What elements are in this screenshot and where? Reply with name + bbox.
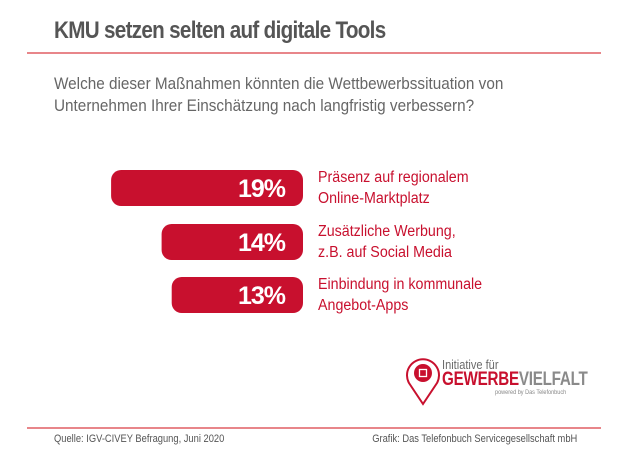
bar-value-label-1: 19%: [238, 175, 286, 203]
logo-initiative-text: Initiative für: [442, 357, 499, 372]
bar-1: [111, 170, 303, 206]
bar-2: [161, 224, 303, 260]
category-label-line: Angebot-Apps: [318, 297, 409, 314]
footer-credit: Grafik: Das Telefonbuch Servicegesellsch…: [371, 433, 577, 445]
category-label-line: Zusätzliche Werbung,: [318, 223, 456, 240]
bar-3: [171, 277, 303, 313]
logo-brand-part2: VIELFALT: [518, 369, 588, 390]
footer-source: Quelle: IGV-CIVEY Befragung, Juni 2020: [54, 433, 225, 445]
category-label-2: Zusätzliche Werbung, z.B. auf Social Medi…: [318, 221, 456, 263]
survey-question: Welche dieser Maßnahmen könnten die Wett…: [54, 73, 503, 117]
question-line-2: Unternehmen Ihrer Einschätzung nach lang…: [54, 96, 475, 115]
category-label-3: Einbindung in kommunale Angebot-Apps: [318, 274, 482, 316]
logo-brand: GEWERBEVIELFALT: [442, 369, 588, 391]
category-label-1: Präsenz auf regionalem Online-Marktplatz: [318, 167, 469, 209]
header-divider: [27, 52, 601, 54]
footer-divider: [27, 427, 601, 429]
category-label-line: Präsenz auf regionalem: [318, 169, 469, 186]
logo-brand-part1: GEWERBE: [442, 369, 519, 390]
location-pin-icon: [406, 358, 440, 406]
category-label-line: Online-Marktplatz: [318, 190, 430, 207]
bar-value-label-3: 13%: [238, 282, 286, 310]
chart-title: KMU setzen selten auf digitale Tools: [54, 17, 386, 44]
logo-tagline: powered by Das Telefonbuch: [495, 389, 567, 396]
category-label-line: z.B. auf Social Media: [318, 244, 452, 261]
category-label-line: Einbindung in kommunale: [318, 276, 483, 293]
question-line-1: Welche dieser Maßnahmen könnten die Wett…: [54, 74, 504, 93]
bar-value-label-2: 14%: [238, 229, 286, 257]
